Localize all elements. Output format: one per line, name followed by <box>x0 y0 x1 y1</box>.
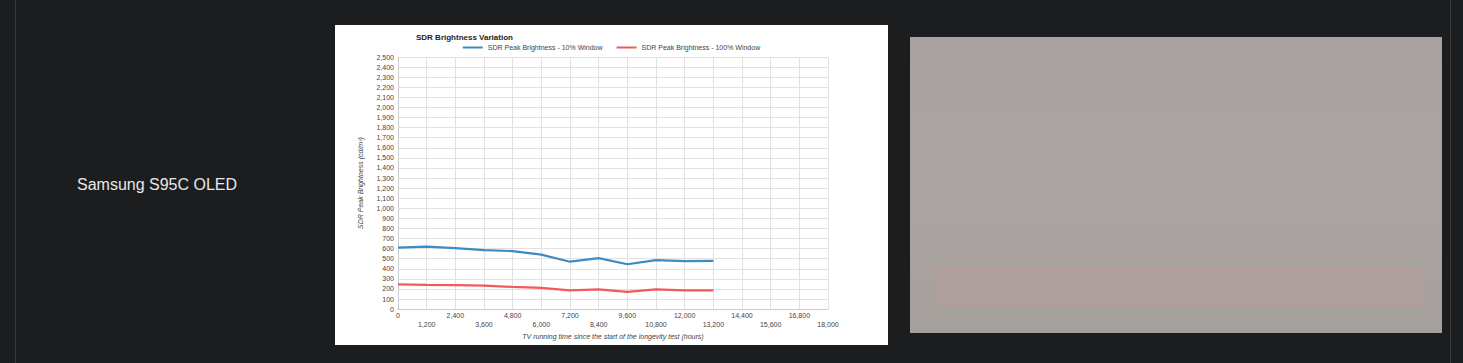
svg-text:2,300: 2,300 <box>376 74 394 81</box>
svg-text:13,200: 13,200 <box>703 321 725 328</box>
svg-text:100: 100 <box>382 296 394 303</box>
svg-text:1,100: 1,100 <box>376 195 394 202</box>
svg-text:14,400: 14,400 <box>731 312 753 319</box>
svg-text:2,400: 2,400 <box>376 64 394 71</box>
svg-text:500: 500 <box>382 255 394 262</box>
svg-text:1,900: 1,900 <box>376 114 394 121</box>
svg-text:SDR Peak Brightness - 100% Win: SDR Peak Brightness - 100% Window <box>642 44 762 52</box>
svg-text:1,600: 1,600 <box>376 144 394 151</box>
svg-text:300: 300 <box>382 275 394 282</box>
svg-text:10,800: 10,800 <box>645 321 667 328</box>
svg-text:0: 0 <box>396 312 400 319</box>
svg-text:1,300: 1,300 <box>376 175 394 182</box>
svg-text:6,000: 6,000 <box>533 321 551 328</box>
svg-text:1,400: 1,400 <box>376 164 394 171</box>
svg-text:600: 600 <box>382 245 394 252</box>
svg-text:2,400: 2,400 <box>447 312 465 319</box>
svg-text:2,000: 2,000 <box>376 104 394 111</box>
svg-text:1,700: 1,700 <box>376 134 394 141</box>
svg-text:7,200: 7,200 <box>561 312 579 319</box>
svg-text:1,200: 1,200 <box>376 185 394 192</box>
svg-text:700: 700 <box>382 235 394 242</box>
svg-text:2,100: 2,100 <box>376 94 394 101</box>
svg-text:3,600: 3,600 <box>475 321 493 328</box>
svg-text:16,800: 16,800 <box>789 312 811 319</box>
svg-text:18,000: 18,000 <box>817 321 839 328</box>
svg-text:0: 0 <box>390 306 394 313</box>
svg-text:SDR Peak Brightness (cd/m²): SDR Peak Brightness (cd/m²) <box>357 137 365 229</box>
svg-text:15,600: 15,600 <box>760 321 782 328</box>
svg-text:1,000: 1,000 <box>376 205 394 212</box>
svg-text:800: 800 <box>382 225 394 232</box>
svg-text:900: 900 <box>382 215 394 222</box>
svg-text:1,500: 1,500 <box>376 154 394 161</box>
svg-text:SDR Peak Brightness - 10% Wind: SDR Peak Brightness - 10% Window <box>488 44 604 52</box>
svg-text:8,400: 8,400 <box>590 321 608 328</box>
svg-text:TV running time since the star: TV running time since the start of the l… <box>522 333 703 341</box>
svg-text:SDR Brightness Variation: SDR Brightness Variation <box>416 33 513 42</box>
svg-text:12,000: 12,000 <box>674 312 696 319</box>
svg-text:1,200: 1,200 <box>418 321 436 328</box>
svg-text:2,500: 2,500 <box>376 54 394 61</box>
svg-text:4,800: 4,800 <box>504 312 522 319</box>
svg-text:1,800: 1,800 <box>376 124 394 131</box>
svg-text:9,600: 9,600 <box>619 312 637 319</box>
html-text:Samsung S95C OLED: Samsung S95C OLED <box>77 176 238 193</box>
svg-text:2,200: 2,200 <box>376 84 394 91</box>
svg-text:400: 400 <box>382 265 394 272</box>
svg-text:200: 200 <box>382 285 394 292</box>
